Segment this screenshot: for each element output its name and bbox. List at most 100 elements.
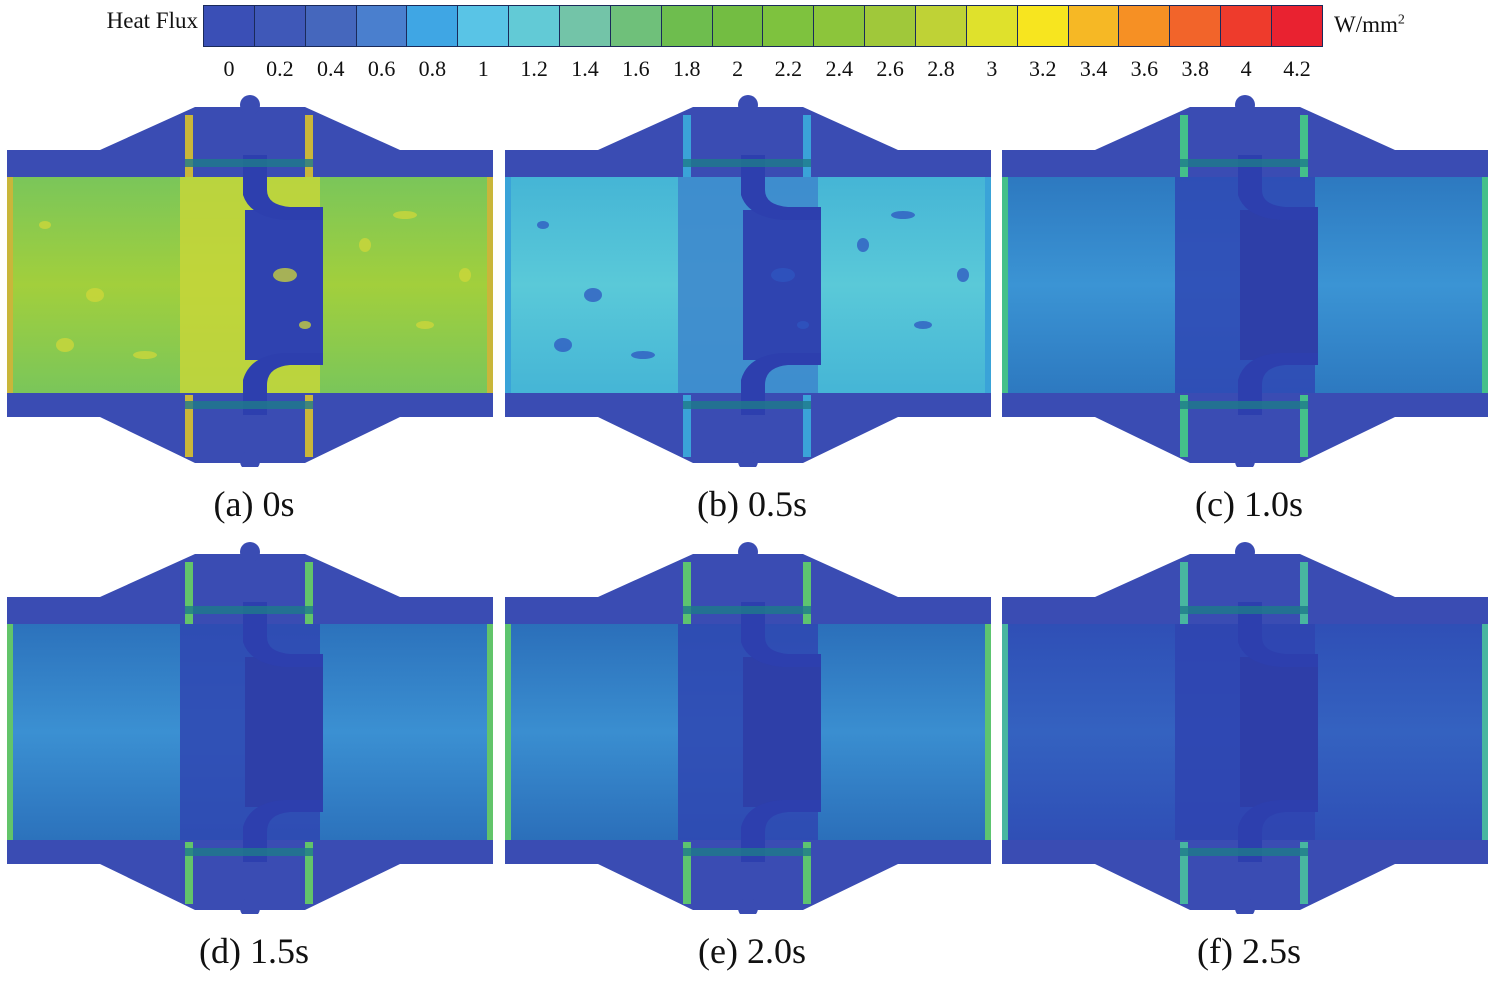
top-flange <box>1002 554 1488 624</box>
pipe-edge-right <box>487 177 493 393</box>
colorbar-tick-label: 0 <box>223 56 235 81</box>
colorbar-cell <box>254 6 306 46</box>
gasket <box>1300 842 1308 904</box>
pipe-edge-right <box>1482 624 1488 840</box>
gasket <box>185 562 193 624</box>
legend-title: Heat Flux <box>106 8 198 33</box>
seal-top <box>683 159 811 167</box>
gasket <box>803 115 811 177</box>
flux-spot <box>86 288 104 302</box>
valve-body <box>505 542 991 914</box>
valve-simulation-d <box>7 542 493 914</box>
colorbar-cell <box>458 6 510 46</box>
flux-spot <box>914 321 932 329</box>
inner-cavity <box>1240 210 1318 360</box>
bottom-bolt <box>240 451 260 467</box>
colorbar <box>203 5 1323 47</box>
gasket <box>683 842 691 904</box>
top-bolt <box>1235 95 1255 115</box>
colorbar-cell <box>1170 6 1222 46</box>
valve-stem-bottom <box>1238 353 1318 415</box>
valve-stem-bottom <box>741 800 821 862</box>
colorbar-cell <box>814 6 866 46</box>
colorbar-tick-label: 3.2 <box>1028 56 1057 81</box>
colorbar-cell <box>916 6 967 46</box>
bottom-bolt <box>738 451 758 467</box>
gasket <box>305 562 313 624</box>
flux-spot <box>857 238 869 252</box>
colorbar-cell <box>865 6 917 46</box>
top-flange <box>7 554 493 624</box>
seal-bottom <box>1180 848 1308 856</box>
seal-bottom <box>683 848 811 856</box>
valve-body <box>505 95 991 467</box>
pipe-edge-left <box>7 177 13 393</box>
colorbar-cell <box>560 6 611 46</box>
colorbar-tick-label: 3.8 <box>1181 56 1210 81</box>
colorbar-tick-label: 3 <box>986 56 998 81</box>
pipe-edge-left <box>1002 177 1008 393</box>
flux-spot <box>133 351 157 359</box>
colorbar-cell <box>356 6 408 46</box>
colorbar-cell <box>763 6 815 46</box>
valve-simulation-e <box>505 542 991 914</box>
colorbar-tick-label: 4.2 <box>1283 56 1311 81</box>
flux-spot <box>359 238 371 252</box>
legend-unit-exp: 2 <box>1397 12 1405 28</box>
colorbar-tick-label: 1.6 <box>622 56 650 81</box>
gasket <box>683 115 691 177</box>
bottom-bolt <box>240 898 260 914</box>
colorbar-tick-label: 1 <box>477 56 489 81</box>
valve-stem-bottom <box>1238 800 1318 862</box>
colorbar-tick-label: 2.4 <box>825 56 854 81</box>
panel-d: (d) 1.5s <box>5 542 503 971</box>
colorbar-cell <box>1017 6 1069 46</box>
seal-top <box>185 159 313 167</box>
valve-body <box>7 95 493 467</box>
panel-f: (f) 2.5s <box>1000 542 1498 971</box>
inner-cavity <box>743 657 821 807</box>
valve-simulation-b <box>505 95 991 467</box>
colorbar-cell <box>1272 6 1322 46</box>
pipe-edge-left <box>505 624 511 840</box>
seal-bottom <box>185 848 313 856</box>
colorbar-cell <box>712 6 764 46</box>
flux-spot <box>891 211 915 219</box>
flux-spot <box>554 338 572 352</box>
inner-cavity <box>743 210 821 360</box>
pipe-edge-right <box>1482 177 1488 393</box>
gasket <box>185 842 193 904</box>
valve-stem-top <box>741 602 821 667</box>
colorbar-tick-label: 0.6 <box>367 56 396 81</box>
inner-cavity <box>245 657 323 807</box>
gasket <box>1180 395 1188 457</box>
valve-simulation-c <box>1002 95 1488 467</box>
gasket <box>185 395 193 457</box>
flux-spot <box>39 221 51 229</box>
flux-spot <box>584 288 602 302</box>
gasket <box>683 395 691 457</box>
valve-stem-top <box>741 155 821 220</box>
colorbar-tick-label: 0.8 <box>418 56 447 81</box>
valve-stem-top <box>243 155 323 220</box>
bottom-flange <box>505 840 991 910</box>
panel-c: (c) 1.0s <box>1000 95 1498 524</box>
flux-spot <box>393 211 417 219</box>
seal-top <box>1180 159 1308 167</box>
bottom-flange <box>1002 393 1488 463</box>
colorbar-cell <box>1221 6 1273 46</box>
colorbar-cell <box>1119 6 1171 46</box>
valve-body <box>1002 542 1488 914</box>
gasket <box>1180 115 1188 177</box>
colorbar-cell <box>661 6 713 46</box>
bottom-flange <box>7 840 493 910</box>
colorbar-cell <box>966 6 1018 46</box>
flux-spot <box>459 268 471 282</box>
gasket <box>185 115 193 177</box>
pipe-edge-left <box>7 624 13 840</box>
colorbar-tick-label: 2.2 <box>774 56 803 81</box>
gasket <box>1300 562 1308 624</box>
valve-stem-top <box>243 602 323 667</box>
valve-stem-bottom <box>243 800 323 862</box>
panel-label-c: (c) 1.0s <box>1195 484 1303 524</box>
